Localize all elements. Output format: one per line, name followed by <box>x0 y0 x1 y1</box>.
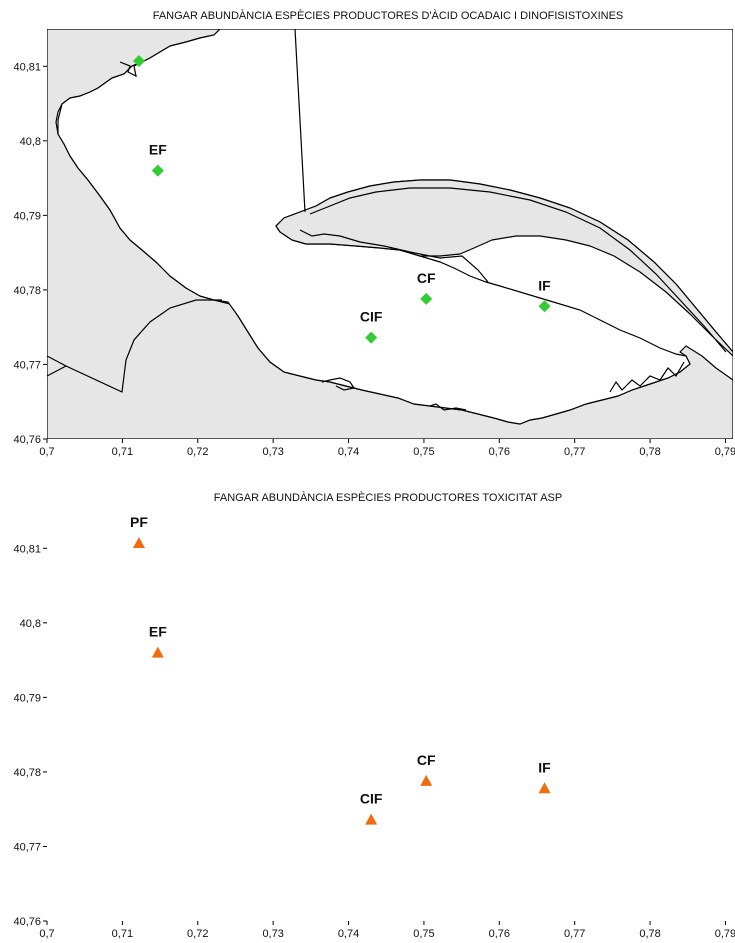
station-marker <box>151 646 164 658</box>
station-label: IF <box>538 759 551 775</box>
x-tick-label: 0,74 <box>338 928 359 940</box>
x-tick-label: 0,77 <box>564 446 585 458</box>
station-label: CF <box>417 270 436 286</box>
x-tick-label: 0,72 <box>187 928 208 940</box>
station-markers: EF CF IF CIF <box>132 55 551 344</box>
x-tick-label: 0,79 <box>715 928 735 940</box>
station-marker <box>538 300 551 313</box>
station-marker <box>365 813 378 825</box>
axis-ticks: 0,7 0,71 0,72 0,73 0,74 0,75 0,76 0,77 0,78 0,79 4… <box>13 61 735 458</box>
y-tick-label: 40,78 <box>13 767 41 779</box>
y-tick-label: 40,77 <box>13 359 41 371</box>
y-tick-label: 40,76 <box>13 434 41 446</box>
y-tick-label: 40,76 <box>13 916 41 928</box>
x-tick-label: 0,71 <box>112 446 133 458</box>
panel-title: FANGAR ABUNDÀNCIA ESPÈCIES PRODUCTORES D… <box>153 9 624 22</box>
station-marker <box>365 331 378 344</box>
y-tick-label: 40,77 <box>13 841 41 853</box>
boundary-line <box>294 29 306 213</box>
boundary-line <box>295 511 305 694</box>
y-tick-label: 40,79 <box>13 692 41 704</box>
x-tick-label: 0,73 <box>262 446 283 458</box>
harbour-detail-3 <box>430 886 466 892</box>
y-tick-label: 40,8 <box>20 618 41 630</box>
map-area <box>47 511 733 921</box>
x-tick-label: 0,79 <box>715 446 735 458</box>
x-tick-label: 0,7 <box>39 446 54 458</box>
station-marker <box>420 774 433 786</box>
fangar-bay <box>58 511 733 906</box>
harbour-detail <box>119 61 143 78</box>
station-marker <box>132 55 145 68</box>
station-label: CIF <box>360 791 383 807</box>
y-tick-label: 40,81 <box>13 543 41 555</box>
coast-detail <box>609 361 685 393</box>
y-tick-label: 40,8 <box>20 136 41 148</box>
spit-marsh-line <box>300 712 488 764</box>
map-panel-top: FANGAR ABUNDÀNCIA ESPÈCIES PRODUCTORES D… <box>13 9 735 458</box>
station-marker <box>132 537 145 549</box>
spit-inner-line <box>309 187 727 353</box>
x-tick-label: 0,78 <box>639 928 660 940</box>
x-tick-label: 0,7 <box>39 928 54 940</box>
channel-line-2 <box>65 299 222 393</box>
station-marker <box>151 164 164 177</box>
station-markers: PF EF CF IF CIF <box>130 514 551 825</box>
x-tick-label: 0,75 <box>413 928 434 940</box>
station-label: IF <box>538 277 551 293</box>
fangar-spit <box>276 662 733 838</box>
station-label: EF <box>149 624 167 640</box>
station-label: EF <box>149 142 167 158</box>
spit-inner-line <box>310 670 726 834</box>
panel-title: FANGAR ABUNDÀNCIA ESPÈCIES PRODUCTORES T… <box>214 491 562 504</box>
station-label: PF <box>130 514 148 530</box>
station-label: CIF <box>360 309 383 325</box>
x-tick-label: 0,75 <box>413 446 434 458</box>
channel-line-2 <box>66 782 222 874</box>
harbour-detail-3 <box>429 403 467 411</box>
y-tick-label: 40,78 <box>13 285 41 297</box>
x-tick-label: 0,76 <box>489 928 510 940</box>
x-tick-label: 0,74 <box>338 446 359 458</box>
station-marker <box>420 292 433 305</box>
x-tick-label: 0,77 <box>564 928 585 940</box>
station-label: CF <box>417 752 436 768</box>
harbour-detail-2 <box>322 860 354 872</box>
mainland-delta-north <box>47 511 733 921</box>
y-tick-label: 40,81 <box>13 61 41 73</box>
x-tick-label: 0,78 <box>639 446 660 458</box>
spit-marsh-line <box>299 229 489 283</box>
y-tick-label: 40,79 <box>13 210 41 222</box>
x-tick-label: 0,72 <box>187 446 208 458</box>
map-panel-bottom: FANGAR ABUNDÀNCIA ESPÈCIES PRODUCTORES T… <box>13 491 735 940</box>
map-area <box>47 29 733 439</box>
coast-detail <box>610 844 684 874</box>
x-tick-label: 0,71 <box>112 928 133 940</box>
x-tick-label: 0,73 <box>262 928 283 940</box>
axis-ticks: 0,7 0,71 0,72 0,73 0,74 0,75 0,76 0,77 0,78 0,79 4… <box>13 543 735 940</box>
harbour-detail-2 <box>321 377 355 391</box>
channel-line <box>47 838 66 858</box>
x-tick-label: 0,76 <box>489 446 510 458</box>
station-marker <box>538 782 551 794</box>
